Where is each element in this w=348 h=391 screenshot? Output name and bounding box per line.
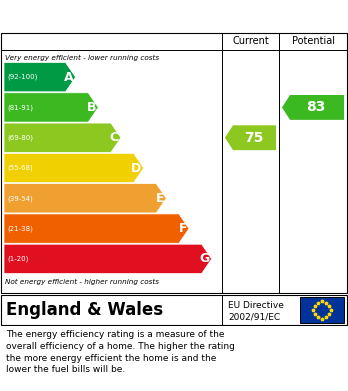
Polygon shape <box>4 93 98 122</box>
Text: A: A <box>64 71 73 84</box>
Text: England & Wales: England & Wales <box>6 301 163 319</box>
Text: (69-80): (69-80) <box>7 135 33 141</box>
Text: B: B <box>87 101 96 114</box>
Text: (21-38): (21-38) <box>7 225 33 232</box>
Text: C: C <box>110 131 119 144</box>
Text: EU Directive: EU Directive <box>228 301 284 310</box>
Text: G: G <box>199 252 209 265</box>
Polygon shape <box>4 63 76 92</box>
Text: Energy Efficiency Rating: Energy Efficiency Rating <box>8 9 229 23</box>
Text: (81-91): (81-91) <box>7 104 33 111</box>
Polygon shape <box>225 125 276 150</box>
Text: D: D <box>131 161 142 174</box>
Polygon shape <box>282 95 344 120</box>
Polygon shape <box>4 153 144 183</box>
Text: (92-100): (92-100) <box>7 74 37 81</box>
Text: (1-20): (1-20) <box>7 256 29 262</box>
Text: 83: 83 <box>306 100 326 115</box>
Text: E: E <box>156 192 164 205</box>
Text: Not energy efficient - higher running costs: Not energy efficient - higher running co… <box>5 279 159 285</box>
Polygon shape <box>4 244 212 273</box>
Polygon shape <box>4 184 166 213</box>
Text: (39-54): (39-54) <box>7 195 33 201</box>
Text: F: F <box>179 222 187 235</box>
Text: Current: Current <box>232 36 269 46</box>
Polygon shape <box>4 214 189 243</box>
Text: Potential: Potential <box>292 36 335 46</box>
Bar <box>300 297 344 323</box>
Polygon shape <box>4 123 121 152</box>
Text: The energy efficiency rating is a measure of the
overall efficiency of a home. T: The energy efficiency rating is a measur… <box>6 330 235 375</box>
Text: Very energy efficient - lower running costs: Very energy efficient - lower running co… <box>5 55 159 61</box>
Text: (55-68): (55-68) <box>7 165 33 171</box>
Text: 2002/91/EC: 2002/91/EC <box>228 312 280 321</box>
Text: 75: 75 <box>244 131 263 145</box>
